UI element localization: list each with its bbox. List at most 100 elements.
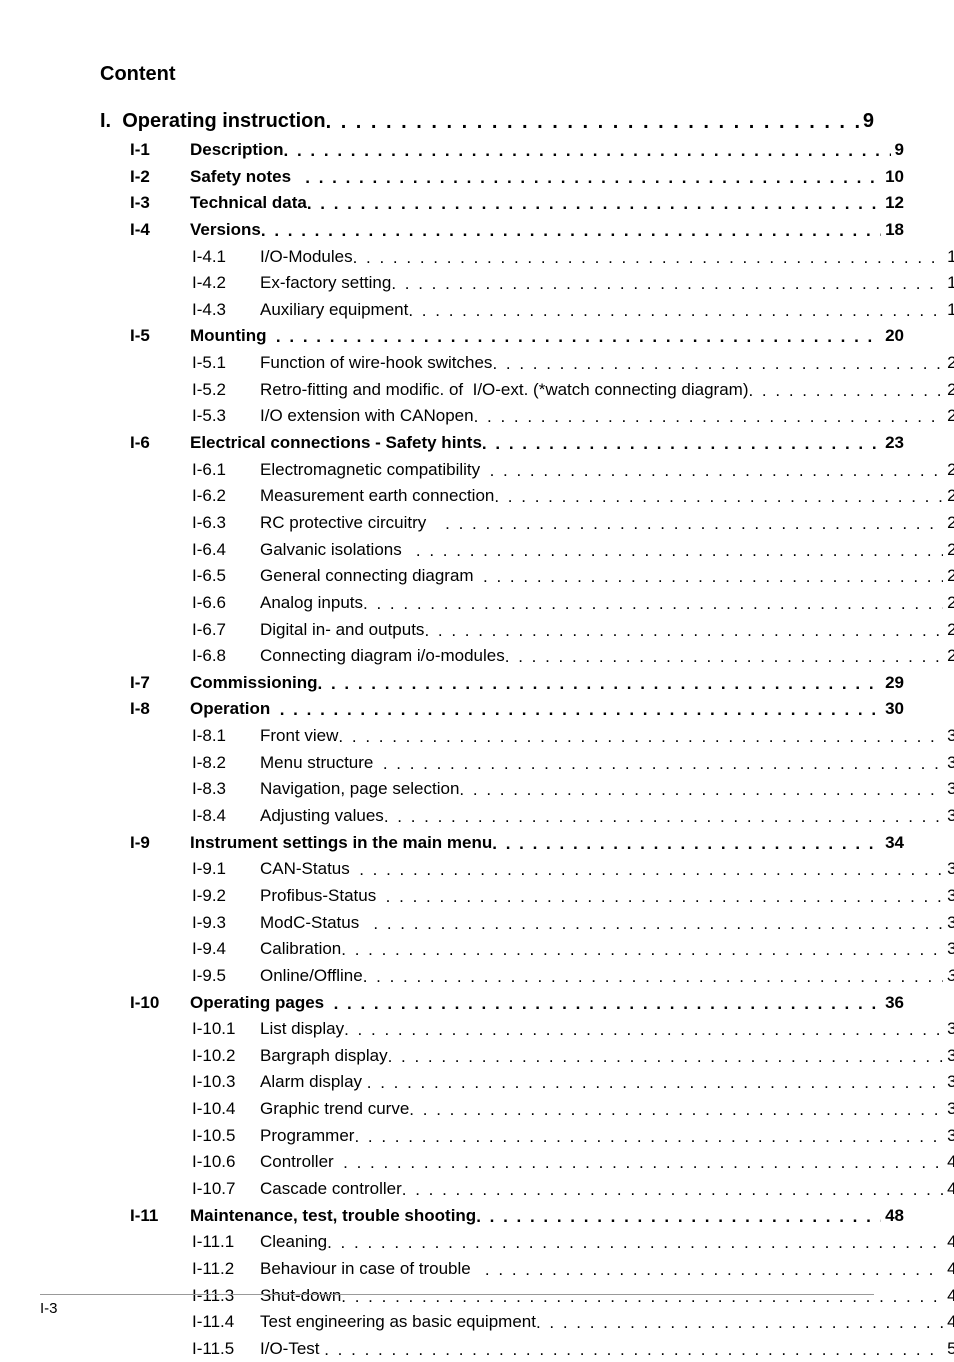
toc-prefix: I-6.6 [192, 591, 260, 616]
toc-page: 30 [943, 724, 954, 749]
toc-row: I-4.2Ex-factory setting . . . . . . . . … [192, 271, 954, 296]
toc-label: Operating instruction [122, 107, 325, 136]
toc-page: 24 [943, 538, 954, 563]
toc-label: Online/Offline [260, 964, 363, 989]
toc-page: 24 [943, 511, 954, 536]
toc-leader: . . . . . . . . . . . . . . . . . . . . … [482, 432, 881, 457]
toc-label: Instrument settings in the main menu [190, 831, 492, 856]
toc-prefix: I-10.4 [192, 1097, 260, 1122]
toc-leader: . . . . . . . . . . . . . . . . . . . . … [341, 1285, 943, 1310]
toc-prefix: I-10 [130, 991, 190, 1016]
toc-row: I-8.4Adjusting values . . . . . . . . . … [192, 804, 954, 829]
toc-leader: . . . . . . . . . . . . . . . . . . . . … [354, 1125, 943, 1150]
toc-row: I-4.1I/O-Modules . . . . . . . . . . . .… [192, 245, 954, 270]
toc-label: Adjusting values [260, 804, 384, 829]
toc-row: I-11.4Test engineering as basic equipmen… [192, 1310, 954, 1335]
toc-leader: . . . . . . . . . . . . . . . . . . . . … [492, 352, 943, 377]
toc-leader: . . . . . . . . . . . . . . . . . . . . … [490, 459, 943, 484]
toc-label: Digital in- and outputs [260, 618, 424, 643]
toc-prefix: I-3 [130, 191, 190, 216]
toc-page: 46 [943, 1177, 954, 1202]
toc-leader: . . . . . . . . . . . . . . . . . . . . … [391, 272, 943, 297]
toc-row: I-10Operating pages . . . . . . . . . . … [130, 991, 904, 1016]
toc-leader: . . . . . . . . . . . . . . . . . . . . … [318, 672, 882, 697]
toc-label: Auxiliary equipment [260, 298, 408, 323]
toc-row: I-10.7Cascade controller . . . . . . . .… [192, 1177, 954, 1202]
toc-prefix: I-10.2 [192, 1044, 260, 1069]
toc-row: I-6.2Measurement earth connection . . . … [192, 484, 954, 509]
toc-leader: . . . . . . . . . . . . . . . . . . . . … [367, 1071, 943, 1096]
toc-leader: . . . . . . . . . . . . . . . . . . . . … [424, 619, 943, 644]
toc-leader: . . . . . . . . . . . . . . . . . . . . … [409, 1098, 943, 1123]
toc-row: I-1Description . . . . . . . . . . . . .… [130, 138, 904, 163]
toc-label: List display [260, 1017, 344, 1042]
toc-leader: . . . . . . . . . . . . . . . . . . . . … [363, 592, 943, 617]
toc-row: I-10.4Graphic trend curve . . . . . . . … [192, 1097, 954, 1122]
toc-page: 12 [881, 191, 904, 216]
toc-label: Analog inputs [260, 591, 363, 616]
toc-row: I-5.2Retro-fitting and modific. of I/O-e… [192, 378, 954, 403]
toc-page: 35 [943, 964, 954, 989]
toc-label: Description [190, 138, 284, 163]
toc-page: 36 [881, 991, 904, 1016]
toc-prefix: I-6.2 [192, 484, 260, 509]
toc-page: 21 [943, 351, 954, 376]
toc-prefix: I-8.4 [192, 804, 260, 829]
toc-leader: . . . . . . . . . . . . . . . . . . . . … [476, 1205, 881, 1230]
toc-label: Operating pages [190, 991, 334, 1016]
toc-row: I-8.3Navigation, page selection . . . . … [192, 777, 954, 802]
toc-label: Electrical connections - Safety hints [190, 431, 482, 456]
toc-page: 19 [943, 245, 954, 270]
toc-page: 18 [881, 218, 904, 243]
toc-label: Shut-down [260, 1284, 341, 1309]
toc-row: I-10.6Controller . . . . . . . . . . . .… [192, 1150, 954, 1175]
toc-row: I-9Instrument settings in the main menu … [130, 831, 904, 856]
toc-leader: . . . . . . . . . . . . . . . . . . . . … [416, 539, 943, 564]
toc-page: 22 [943, 404, 954, 429]
toc-prefix: I-6.1 [192, 458, 260, 483]
toc-row: I-9.1CAN-Status . . . . . . . . . . . . … [192, 857, 954, 882]
toc-page: 26 [943, 591, 954, 616]
toc-row: I-10.1List display . . . . . . . . . . .… [192, 1017, 954, 1042]
toc-leader: . . . . . . . . . . . . . . . . . . . . … [338, 725, 943, 750]
toc-leader: . . . . . . . . . . . . . . . . . . . . … [384, 805, 943, 830]
toc-page: 29 [881, 671, 904, 696]
toc-prefix: I-5.1 [192, 351, 260, 376]
toc-label: Connecting diagram i/o-modules [260, 644, 505, 669]
toc-prefix: I-10.6 [192, 1150, 260, 1175]
toc-leader: . . . . . . . . . . . . . . . . . . . . … [386, 885, 943, 910]
toc-row: I-5.3I/O extension with CANopen . . . . … [192, 404, 954, 429]
toc-label: Front view [260, 724, 338, 749]
toc-leader: . . . . . . . . . . . . . . . . . . . . … [344, 1018, 943, 1043]
toc-prefix: I-8 [130, 697, 190, 722]
toc-page: 20 [881, 324, 904, 349]
toc-row: I-2Safety notes . . . . . . . . . . . . … [130, 165, 904, 190]
toc-label: Alarm display [260, 1070, 367, 1095]
toc-row: I-6Electrical connections - Safety hints… [130, 431, 904, 456]
toc-prefix: I-6 [130, 431, 190, 456]
toc-label: Function of wire-hook switches [260, 351, 492, 376]
toc-row: I-6.7Digital in- and outputs . . . . . .… [192, 618, 954, 643]
toc-page: 9 [891, 138, 904, 163]
toc-label: Navigation, page selection [260, 777, 459, 802]
toc-page: 33 [943, 804, 954, 829]
toc-label: Commissioning [190, 671, 318, 696]
toc-leader: . . . . . . . . . . . . . . . . . . . . … [748, 379, 943, 404]
toc-page: 36 [943, 1017, 954, 1042]
toc-prefix: I-9.1 [192, 857, 260, 882]
toc-page: 48 [943, 1310, 954, 1335]
toc-leader: . . . . . . . . . . . . . . . . . . . . … [326, 108, 859, 137]
toc-prefix: I-1 [130, 138, 190, 163]
toc-label: Technical data [190, 191, 307, 216]
toc-label: Profibus-Status [260, 884, 386, 909]
toc-label: I/O-Modules [260, 245, 353, 270]
toc-label: General connecting diagram [260, 564, 483, 589]
toc-row: I-8.1Front view . . . . . . . . . . . . … [192, 724, 954, 749]
toc-prefix: I-4.2 [192, 271, 260, 296]
toc-label: Cleaning [260, 1230, 327, 1255]
toc-label: Programmer [260, 1124, 354, 1149]
toc-leader: . . . . . . . . . . . . . . . . . . . . … [505, 645, 943, 670]
toc-prefix: I-10.1 [192, 1017, 260, 1042]
toc-label: CAN-Status [260, 857, 359, 882]
toc-leader: . . . . . . . . . . . . . . . . . . . . … [276, 325, 881, 350]
